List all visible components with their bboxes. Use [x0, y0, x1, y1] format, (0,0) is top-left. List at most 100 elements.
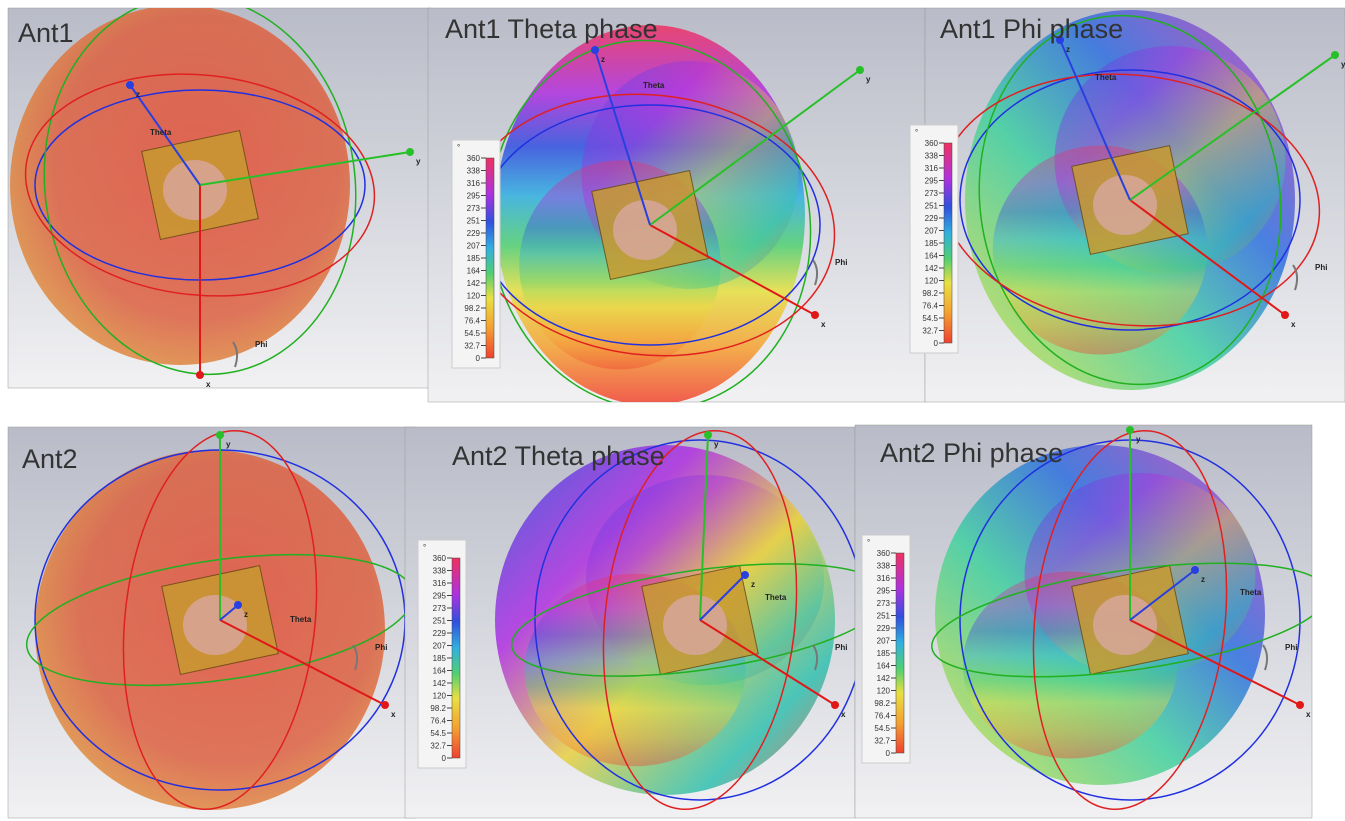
colorbar-tick-label: 54.5	[430, 729, 446, 738]
colorbar-tick-label: 229	[467, 229, 481, 238]
colorbar-tick-label: 251	[925, 202, 939, 211]
colorbar-tick-label: 54.5	[874, 724, 890, 733]
colorbar-tick-label: 54.5	[464, 329, 480, 338]
panel-title: Ant2 Phi phase	[880, 438, 1063, 468]
axis-arrow-head	[406, 148, 414, 156]
axis-label: Phi	[835, 643, 847, 652]
axis-label: x	[1306, 710, 1311, 719]
axis-label: y	[1136, 435, 1141, 444]
colorbar-tick-label: 207	[467, 242, 481, 251]
colorbar-tick-label: 185	[877, 649, 891, 658]
axis-arrow-head	[1191, 566, 1199, 574]
colorbar-tick-label: 76.4	[922, 302, 938, 311]
colorbar-tick-label: 76.4	[464, 317, 480, 326]
axis-arrow-head	[196, 371, 204, 379]
colorbar-tick-label: 0	[886, 749, 891, 758]
axis-label: z	[136, 90, 140, 99]
axis-arrow-head	[1281, 311, 1289, 319]
colorbar-tick-label: 98.2	[922, 289, 938, 298]
panel-title: Ant1	[18, 18, 74, 48]
axis-arrow-head	[1126, 426, 1134, 434]
axis-label: z	[1066, 45, 1070, 54]
colorbar-tick-label: 164	[433, 667, 447, 676]
panel-title: Ant1 Phi phase	[940, 14, 1123, 44]
colorbar-tick-label: 54.5	[922, 314, 938, 323]
axis-label: Phi	[1315, 263, 1327, 272]
colorbar-tick-label: 142	[433, 679, 447, 688]
colorbar-tick-label: 76.4	[430, 717, 446, 726]
colorbar-tick-label: 164	[877, 662, 891, 671]
colorbar-tick-label: 185	[467, 254, 481, 263]
colorbar-tick-label: 251	[877, 612, 891, 621]
panel-title: Ant2 Theta phase	[452, 441, 665, 471]
colorbar-tick-label: 120	[433, 692, 447, 701]
colorbar	[452, 558, 460, 758]
colorbar	[896, 553, 904, 753]
axis-arrow-head	[1331, 51, 1339, 59]
colorbar-tick-label: 207	[925, 227, 939, 236]
axis-label: Phi	[835, 258, 847, 267]
colorbar-tick-label: 251	[433, 617, 447, 626]
colorbar-tick-label: 360	[925, 139, 939, 148]
axis-label: z	[244, 610, 248, 619]
colorbar-tick-label: 185	[925, 239, 939, 248]
colorbar-tick-label: 32.7	[874, 737, 890, 746]
axis-label: x	[821, 320, 826, 329]
colorbar-tick-label: 316	[877, 574, 891, 583]
colorbar-tick-label: 273	[433, 604, 447, 613]
colorbar	[486, 158, 494, 358]
colorbar-unit: °	[423, 543, 426, 552]
axis-arrow-head	[126, 81, 134, 89]
colorbar-tick-label: 273	[877, 599, 891, 608]
colorbar-tick-label: 360	[433, 554, 447, 563]
colorbar-tick-label: 251	[467, 217, 481, 226]
panel-title: Ant1 Theta phase	[445, 14, 658, 44]
colorbar-tick-label: 120	[925, 277, 939, 286]
axis-label: z	[601, 55, 605, 64]
colorbar-tick-label: 360	[467, 154, 481, 163]
colorbar-tick-label: 295	[433, 592, 447, 601]
colorbar-tick-label: 360	[877, 549, 891, 558]
colorbar-tick-label: 316	[467, 179, 481, 188]
axis-arrow-head	[741, 571, 749, 579]
colorbar-tick-label: 0	[476, 354, 481, 363]
pcb-chip	[163, 160, 227, 220]
colorbar-tick-label: 273	[467, 204, 481, 213]
colorbar-tick-label: 76.4	[874, 712, 890, 721]
axis-arrow-head	[381, 701, 389, 709]
axis-arrow-head	[704, 431, 712, 439]
axis-arrow-head	[1296, 701, 1304, 709]
colorbar-tick-label: 98.2	[874, 699, 890, 708]
axis-arrow-head	[216, 431, 224, 439]
colorbar-tick-label: 185	[433, 654, 447, 663]
axis-label: y	[226, 440, 231, 449]
colorbar-unit: °	[867, 538, 870, 547]
colorbar-tick-label: 207	[433, 642, 447, 651]
colorbar-tick-label: 32.7	[464, 342, 480, 351]
colorbar-tick-label: 164	[467, 267, 481, 276]
colorbar-tick-label: 32.7	[922, 327, 938, 336]
colorbar-tick-label: 229	[925, 214, 939, 223]
colorbar-tick-label: 142	[877, 674, 891, 683]
figure: xyzThetaPhiAnt1xyzThetaPhiAnt1 Theta pha…	[0, 0, 1345, 821]
axis-arrow-head	[831, 701, 839, 709]
axis-label: Theta	[1095, 73, 1117, 82]
axis-label: y	[714, 440, 719, 449]
pcb-chip	[1093, 175, 1157, 235]
colorbar-tick-label: 338	[467, 167, 481, 176]
axis-label: Phi	[375, 643, 387, 652]
axis-label: z	[1201, 575, 1205, 584]
colorbar-tick-label: 98.2	[430, 704, 446, 713]
axis-label: Phi	[1285, 643, 1297, 652]
colorbar-unit: °	[915, 128, 918, 137]
colorbar-unit: °	[457, 143, 460, 152]
colorbar-tick-label: 316	[433, 579, 447, 588]
colorbar-tick-label: 142	[467, 279, 481, 288]
panel: xyzThetaPhiAnt2 Theta phase°360338316295…	[405, 421, 895, 819]
colorbar-tick-label: 120	[877, 687, 891, 696]
axis-label: Theta	[765, 593, 787, 602]
colorbar-tick-label: 32.7	[430, 742, 446, 751]
